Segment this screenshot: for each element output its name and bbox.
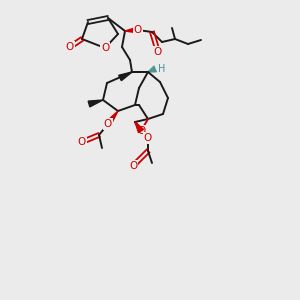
Text: O: O [134, 25, 142, 35]
Text: O: O [129, 161, 137, 171]
Text: O: O [154, 47, 162, 57]
Polygon shape [125, 27, 138, 33]
Text: O: O [101, 43, 109, 53]
Text: O: O [66, 42, 74, 52]
Text: O: O [78, 137, 86, 147]
Polygon shape [135, 122, 143, 133]
Text: O: O [104, 119, 112, 129]
Text: H: H [158, 64, 165, 74]
Polygon shape [106, 111, 118, 126]
Text: O: O [144, 133, 152, 143]
Text: O: O [137, 126, 145, 136]
Polygon shape [88, 100, 103, 107]
Polygon shape [119, 72, 132, 81]
